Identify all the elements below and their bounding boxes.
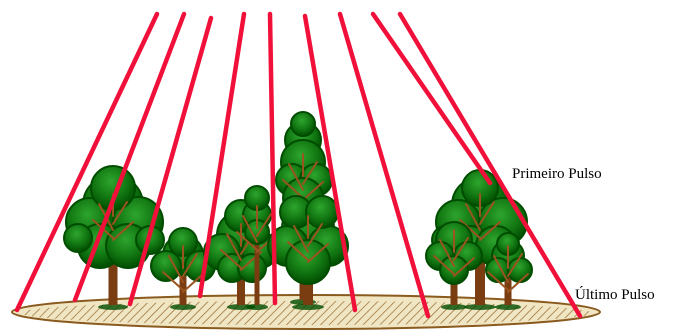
tree-right-mid-branch-3 (433, 255, 455, 275)
tree-center-slim-branch-3 (236, 231, 258, 251)
tree-tall-back-branch-4 (302, 181, 324, 201)
tree-tall-front-branch-1 (293, 225, 309, 253)
tree-left-small (150, 227, 216, 310)
tree-right-mid-branch-4 (453, 257, 475, 277)
tree-center-slim-trunk (254, 222, 260, 305)
tree-right-large-branch-1 (465, 203, 481, 231)
tree-right-mid-branch-1 (439, 239, 455, 267)
tree-left-large-branch-2 (112, 201, 128, 225)
first-pulse-label: Primeiro Pulso (512, 166, 602, 182)
tree-tall-back-branch-2 (302, 161, 318, 185)
tree-left-small-foliage-2 (150, 250, 182, 282)
tree-left-large-branch-4 (112, 221, 134, 241)
tree-right-small (485, 232, 533, 310)
laser-beam-1 (14, 11, 160, 313)
tree-right-mid (425, 221, 483, 310)
tree-center-left-branch-1 (226, 233, 242, 261)
tree-right-large-branch-2 (479, 201, 495, 225)
tree-tall-front-branch-4 (307, 243, 329, 263)
tree-left-small-branch-3 (162, 271, 184, 291)
tree-right-small-base (495, 304, 521, 310)
laser-beam-5 (267, 11, 278, 306)
tree-right-large-base (464, 304, 496, 310)
tree-tall-back-foliage-6 (290, 111, 316, 137)
tree-center-left-branch-3 (220, 249, 242, 269)
tree-center-slim-base (246, 304, 268, 310)
tree-right-small-branch-2 (507, 253, 523, 277)
tree-tall-front (267, 195, 349, 310)
tree-right-small-trunk (504, 262, 512, 305)
tree-tall-front-base (292, 304, 324, 310)
tree-left-small-base (170, 304, 196, 310)
tree-tall-back-branch-3 (282, 179, 304, 199)
laser-beam-2 (72, 11, 187, 303)
tree-right-small-branch-4 (507, 273, 529, 293)
tree-left-small-trunk (179, 262, 187, 305)
tree-right-small-branch-3 (487, 271, 509, 291)
tree-left-large-base (98, 304, 128, 310)
tree-right-large-branch-4 (479, 221, 501, 241)
laser-beam-4 (197, 11, 247, 299)
tree-left-large-foliage-7 (63, 223, 93, 253)
tree-left-small-branch-1 (168, 255, 184, 283)
tree-left-small-branch-4 (182, 273, 204, 293)
tree-tall-back-branch-1 (288, 163, 304, 191)
tree-left-small-branch-2 (182, 253, 198, 277)
tree-right-large-branch-3 (459, 219, 481, 239)
laser-beam-8 (370, 11, 493, 186)
laser-beam-6 (302, 13, 358, 313)
tree-center-slim-branch-1 (242, 215, 258, 243)
tree-tall-front-branch-2 (307, 223, 323, 247)
laser-beam-group (14, 11, 583, 319)
tree-right-mid-branch-2 (453, 237, 469, 261)
tree-tall-front-branch-3 (287, 241, 309, 261)
tree-right-mid-foliage-4 (439, 255, 469, 285)
laser-beam-9 (397, 11, 583, 319)
tree-center-slim (236, 185, 278, 310)
tree-right-mid-base (441, 304, 467, 310)
last-pulse-label: Último Pulso (575, 286, 655, 303)
laser-beam-7 (337, 11, 431, 319)
tree-center-slim-branch-2 (256, 213, 272, 237)
laser-beam-3 (127, 15, 214, 307)
tree-right-small-branch-1 (493, 255, 509, 283)
